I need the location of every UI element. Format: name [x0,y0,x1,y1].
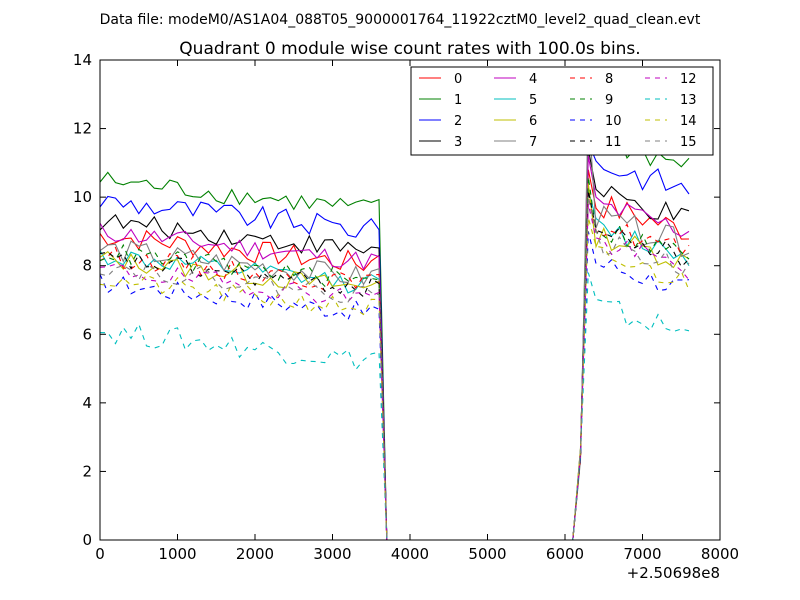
y-tick-label: 8 [82,257,92,275]
legend-label-0: 0 [454,72,462,87]
legend-label-12: 12 [680,72,697,87]
legend-frame [410,66,714,156]
chart-title: Quadrant 0 module wise count rates with … [179,39,640,59]
x-offset-label: +2.50698e8 [627,564,720,582]
legend-label-6: 6 [529,114,537,129]
legend-label-1: 1 [454,93,462,108]
legend-label-9: 9 [605,93,613,108]
legend-label-11: 11 [605,135,622,150]
y-tick-label: 14 [73,51,92,69]
legend-label-13: 13 [680,93,697,108]
legend-label-3: 3 [454,135,462,150]
legend-label-5: 5 [529,93,537,108]
x-axis: 0 1000 2000 3000 4000 5000 6000 7000 8000 [95,60,739,563]
legend-label-4: 4 [529,72,537,87]
y-tick-label: 0 [82,531,92,549]
series-line-2 [99,142,690,541]
legend-label-15: 15 [680,135,697,150]
series-line-15 [99,196,690,541]
series-line-0 [99,169,690,541]
figure-suptitle: Data file: modeM0/AS1A04_088T05_90000017… [100,12,701,28]
series-line-10 [99,231,690,541]
series-layer [99,104,690,541]
y-tick-label: 10 [73,188,92,206]
legend-label-14: 14 [680,114,697,129]
x-tick-label: 5000 [468,545,506,563]
x-tick-label: 2000 [236,545,274,563]
series-line-12 [99,203,690,541]
x-tick-label: 1000 [158,545,196,563]
legend-label-7: 7 [529,135,537,150]
x-tick-label: 7000 [623,545,661,563]
x-tick-label: 8000 [701,545,739,563]
x-tick-label: 4000 [391,545,429,563]
series-line-9 [99,176,690,541]
legend-label-10: 10 [605,114,622,129]
x-tick-label: 0 [95,545,105,563]
series-line-13 [99,272,690,541]
y-tick-label: 6 [82,325,92,343]
legend-label-8: 8 [605,72,613,87]
series-line-4 [99,155,690,541]
y-tick-label: 12 [73,120,92,138]
x-tick-label: 6000 [546,545,584,563]
y-tick-label: 2 [82,462,92,480]
series-line-6 [99,183,690,541]
legend-label-2: 2 [454,114,462,129]
series-line-11 [99,190,690,541]
y-tick-label: 4 [82,394,92,412]
x-tick-label: 3000 [313,545,351,563]
series-line-8 [99,196,690,541]
